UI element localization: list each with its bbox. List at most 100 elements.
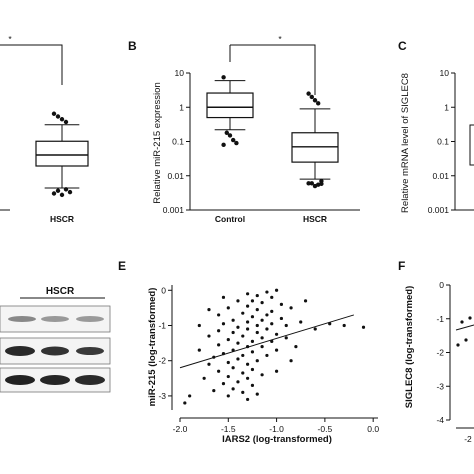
panel-c: C Relative mRNA level of SIGLEC8 10 1 0.1 0… — [398, 39, 474, 215]
panel-e-data-point — [279, 302, 284, 306]
panel-e-data-point — [246, 292, 250, 296]
panel-e-data-point — [250, 339, 255, 343]
panel-f-letter: F — [398, 259, 405, 273]
panel-e-data-point — [299, 320, 303, 324]
panel-e-data-point — [246, 320, 250, 324]
panel-e-data-point — [342, 323, 346, 328]
panel-e-data-point — [207, 362, 211, 366]
panel-b-hscr-outlier-point — [309, 94, 314, 100]
panel-c-y-axis: 10 1 0.1 0.01 0.001 — [428, 68, 456, 215]
panel-e-data-point — [255, 330, 259, 335]
panel-e-data-point — [226, 306, 230, 310]
panel-a-hscr-iqr-box — [35, 140, 89, 167]
panel-e-data-point — [241, 371, 245, 375]
panel-e-data-point — [241, 334, 245, 338]
panel-b-letter: B — [128, 39, 137, 53]
panel-e-data-point — [313, 327, 317, 331]
panel-e-data-point — [255, 308, 259, 312]
panel-e-data-point — [265, 290, 269, 294]
panel-e-x-tick-label: -2.0 — [173, 424, 188, 434]
blot-band — [5, 375, 35, 385]
panel-e-x-axis-label: IARS2 (log-transformed) — [222, 434, 332, 445]
blot-band — [41, 316, 69, 322]
panel-b-hscr-outlier-point — [319, 181, 324, 187]
blot-band — [40, 375, 70, 385]
panel-f-y-axis: 0 -1 -2 -3 -4 -2 — [436, 280, 474, 444]
panel-e-data-point — [246, 397, 250, 402]
panel-b-hscr-outlier-point — [306, 181, 311, 186]
panel-a-outlier-point — [59, 117, 65, 122]
panel-b-control-outlier-point — [231, 137, 236, 143]
panel-a: * HSCR — [0, 34, 89, 224]
panel-e-data-point — [241, 353, 245, 358]
panel-b-control-iqr-box — [206, 92, 254, 119]
panel-e-data-point — [202, 376, 206, 380]
panel-b-y-tick-label: 0.001 — [163, 205, 185, 215]
panel-e-data-point — [265, 327, 269, 331]
panel-a-outlier-point — [55, 188, 61, 193]
panel-b-y-tick-label: 1 — [179, 102, 184, 112]
panel-f-data-point — [460, 320, 464, 324]
panel-f: F SIGLEC8 (log-transformed) 0 -1 -2 -3 -4 -2 — [398, 259, 474, 444]
panel-e-data-point — [217, 343, 221, 347]
panel-a-outlier-point — [63, 187, 69, 192]
panel-e-data-point — [241, 390, 245, 394]
panel-e-data-point — [197, 323, 201, 328]
panel-b-y-tick-label: 0.01 — [167, 171, 184, 181]
panel-e-data-point — [274, 348, 279, 352]
panel-e-y-tick-label: 0 — [161, 285, 166, 295]
panel-e-data-point — [246, 376, 250, 380]
panel-a-box — [35, 111, 89, 198]
panel-e-data-point — [260, 345, 264, 349]
panel-e-data-point — [270, 322, 274, 326]
panel-a-significance-star: * — [8, 34, 12, 44]
panel-e-x-tick-label: -1.5 — [221, 424, 236, 434]
panel-b-hscr-outlier-point — [312, 98, 318, 103]
panel-e-data-point — [289, 359, 293, 363]
panel-f-y-tick-label: -4 — [436, 415, 444, 425]
panel-f-data-point — [456, 343, 460, 347]
panel-f-y-axis-label: SIGLEC8 (log-transformed) — [404, 286, 415, 408]
panel-e-data-point — [217, 369, 221, 373]
panel-e-data-point — [265, 353, 269, 358]
panel-f-y-tick-label: 0 — [439, 280, 444, 290]
panel-e-x-tick-label: 0.0 — [367, 424, 379, 434]
panel-e-data-point — [250, 367, 255, 372]
panel-e-data-point — [231, 318, 235, 322]
panel-f-trendline — [455, 324, 474, 331]
panel-e-data-point — [250, 383, 255, 387]
panel-b-hscr-outlier-point — [306, 91, 311, 96]
panel-b-significance-bracket — [229, 44, 316, 95]
blot-band — [41, 346, 69, 356]
panel-e-data-point — [303, 299, 308, 303]
panel-b-significance-star: * — [278, 34, 282, 44]
panel-e-data-point — [226, 374, 230, 379]
panel-e-data-point — [260, 373, 264, 377]
panel-f-x-tick-label: -2 — [464, 434, 472, 444]
panel-a-outlier-point — [51, 111, 57, 116]
panel-d: HSCR — [0, 286, 111, 393]
panel-e-data-point — [284, 323, 288, 328]
panel-e-data-point — [246, 327, 250, 331]
panel-e-data-point — [270, 295, 274, 299]
panel-f-data-point — [464, 338, 468, 342]
panel-e-letter: E — [118, 259, 126, 273]
panel-b-y-axis-label: Relative miR-215 expression — [152, 82, 163, 203]
panel-b-boxes — [206, 75, 339, 189]
panel-b-x-tick-control: Control — [215, 214, 245, 224]
panel-e-y-axis-label: miR-215 (log-transformed) — [147, 288, 158, 407]
panel-e-data-point — [236, 380, 240, 384]
panel-e-x-tick-label: -1.0 — [269, 424, 284, 434]
panel-b: B Relative miR-215 expression 10 1 0.1 0.01… — [128, 34, 360, 224]
panel-e-data-point — [361, 325, 366, 329]
panel-b-y-tick-label: 0.1 — [172, 137, 184, 147]
blot-band — [8, 316, 36, 322]
panel-f-y-tick-label: -2 — [436, 348, 444, 358]
panel-b-hscr-outlier-point — [316, 101, 321, 106]
panel-e-data-point — [231, 387, 235, 391]
panel-d-group-label: HSCR — [46, 286, 75, 297]
panel-e-data-point — [221, 381, 226, 386]
panel-e-data-point — [294, 345, 298, 349]
panel-e-data-point — [188, 394, 192, 398]
